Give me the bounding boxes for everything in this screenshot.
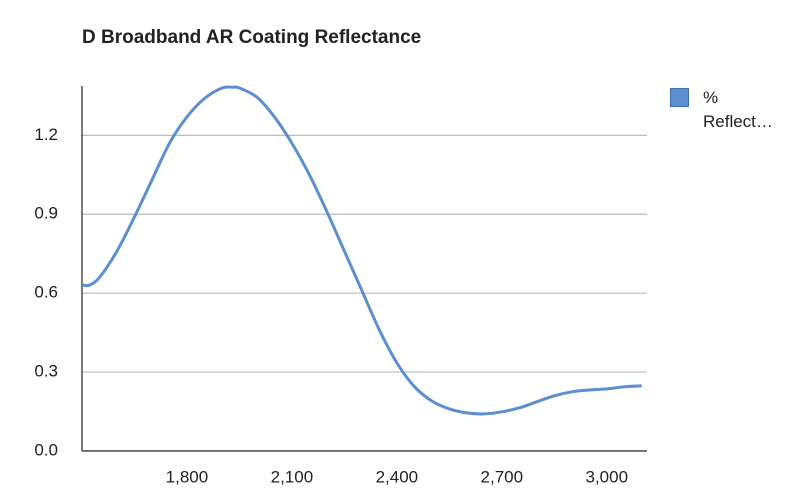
series-line [81,85,642,416]
chart-title: D Broadband AR Coating Reflectance [82,27,421,48]
x-tick-label: 2,400 [376,467,419,486]
x-tick-label: 2,700 [481,467,524,486]
legend-label: % Reflect… [703,88,773,131]
legend: % Reflect… [670,86,780,134]
y-tick-label: 1.2 [34,125,58,144]
x-tick-label: 3,000 [585,467,628,486]
legend-swatch [670,88,689,107]
y-tick-label: 0.0 [34,440,58,459]
y-tick-label: 0.3 [34,362,58,381]
y-tick-label: 0.6 [34,283,58,302]
x-tick-label: 2,100 [271,467,314,486]
x-tick-label: 1,800 [166,467,209,486]
y-tick-label: 0.9 [34,204,58,223]
